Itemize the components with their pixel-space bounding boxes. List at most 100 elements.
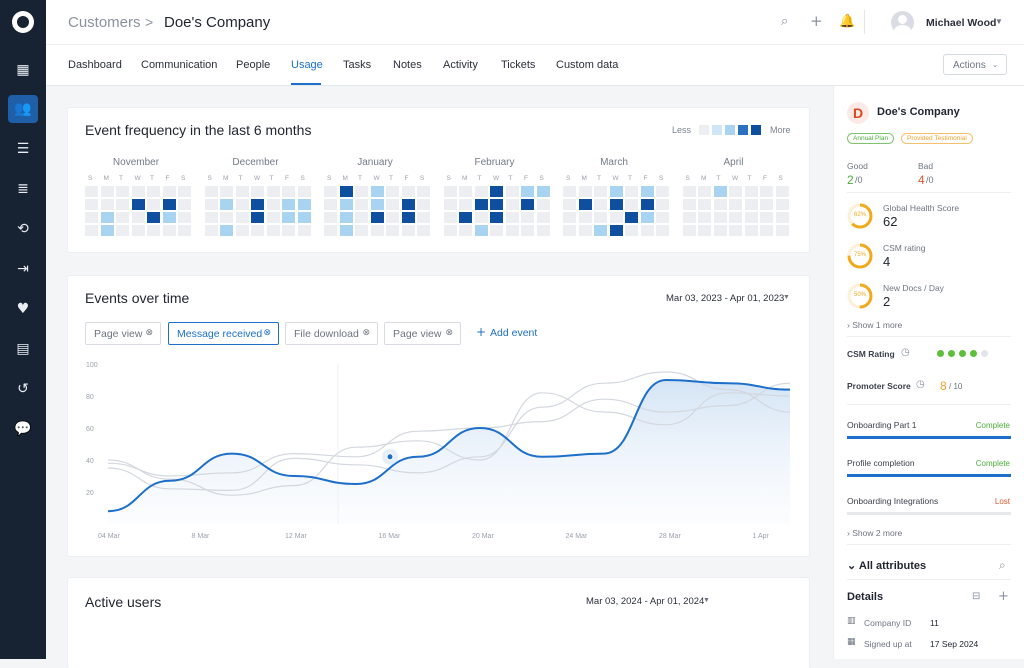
calendar-day[interactable] [578, 186, 592, 197]
calendar-day[interactable] [370, 186, 384, 197]
calendar-day[interactable] [282, 199, 295, 210]
date-range-picker[interactable]: Mar 03, 2023 - Apr 01, 2023 [666, 293, 785, 304]
calendar-day[interactable] [266, 186, 280, 197]
calendar-day[interactable] [640, 212, 654, 223]
calendar-day[interactable] [417, 186, 430, 197]
calendar-day[interactable] [505, 212, 519, 223]
calendar-day[interactable] [775, 186, 789, 197]
calendar-day[interactable] [386, 212, 399, 223]
calendar-day[interactable] [521, 186, 534, 197]
calendar-day[interactable] [282, 186, 295, 197]
calendar-day[interactable] [656, 225, 669, 236]
calendar-day[interactable] [578, 225, 592, 236]
calendar-day[interactable] [355, 225, 368, 236]
export-icon[interactable]: ⇥ [17, 261, 29, 277]
calendar-day[interactable] [656, 199, 669, 210]
tab-dashboard[interactable]: Dashboard [68, 59, 122, 71]
calendar-day[interactable] [386, 199, 399, 210]
calendar-day[interactable] [625, 212, 638, 223]
calendar-day[interactable] [505, 225, 519, 236]
calendar-day[interactable] [760, 186, 773, 197]
user-name[interactable]: Michael Wood [926, 17, 997, 29]
calendar-day[interactable] [116, 225, 129, 236]
hierarchy-icon[interactable]: ≣ [17, 181, 29, 197]
calendar-day[interactable] [370, 199, 384, 210]
dashboard-icon[interactable]: ▦ [16, 62, 30, 78]
calendar-day[interactable] [474, 212, 488, 223]
calendar-day[interactable] [401, 186, 415, 197]
calendar-day[interactable] [729, 212, 742, 223]
calendar-day[interactable] [713, 225, 727, 236]
tab-communication[interactable]: Communication [141, 59, 218, 71]
calendar-day[interactable] [729, 199, 742, 210]
calendar-day[interactable] [116, 199, 129, 210]
calendar-day[interactable] [370, 212, 384, 223]
calendar-day[interactable] [147, 225, 160, 236]
calendar-day[interactable] [339, 186, 353, 197]
calendar-day[interactable] [640, 186, 654, 197]
calendar-day[interactable] [220, 212, 233, 223]
calendar-day[interactable] [682, 212, 696, 223]
calendar-day[interactable] [578, 212, 592, 223]
calendar-day[interactable] [85, 186, 98, 197]
search-icon[interactable]: ⌕ [781, 14, 789, 29]
calendar-day[interactable] [698, 212, 711, 223]
user-menu-chevron-icon[interactable]: ▼ [995, 17, 1003, 26]
calendar-day[interactable] [324, 212, 337, 223]
show-more-progress[interactable]: › Show 2 more [847, 528, 903, 538]
calendar-day[interactable] [220, 199, 233, 210]
calendar-day[interactable] [162, 225, 176, 236]
calendar-day[interactable] [760, 225, 773, 236]
calendar-day[interactable] [116, 212, 129, 223]
calendar-day[interactable] [131, 199, 145, 210]
calendar-day[interactable] [698, 225, 711, 236]
calendar-day[interactable] [744, 186, 758, 197]
calendar-day[interactable] [490, 199, 503, 210]
calendar-day[interactable] [339, 199, 353, 210]
calendar-day[interactable] [609, 225, 623, 236]
calendar-day[interactable] [656, 212, 669, 223]
calendar-day[interactable] [85, 199, 98, 210]
calendar-day[interactable] [339, 225, 353, 236]
calendar-day[interactable] [251, 212, 264, 223]
calculator-icon[interactable]: ▤ [16, 341, 30, 357]
chip-file-download[interactable]: File download ⊗ [285, 322, 378, 345]
calendar-day[interactable] [744, 212, 758, 223]
info-icon[interactable]: ◷ [901, 347, 910, 358]
calendar-day[interactable] [505, 186, 519, 197]
calendar-day[interactable] [401, 199, 415, 210]
calendar-day[interactable] [251, 199, 264, 210]
calendar-day[interactable] [266, 212, 280, 223]
calendar-day[interactable] [297, 225, 311, 236]
calendar-day[interactable] [417, 212, 430, 223]
chip-page-view-2[interactable]: Page view ⊗ [384, 322, 461, 345]
calendar-day[interactable] [282, 212, 295, 223]
calendar-day[interactable] [490, 212, 503, 223]
calendar-day[interactable] [443, 186, 457, 197]
calendar-day[interactable] [682, 186, 696, 197]
calendar-day[interactable] [324, 199, 337, 210]
calendar-day[interactable] [131, 212, 145, 223]
archive-icon[interactable]: ⊟ [972, 591, 981, 602]
calendar-day[interactable] [147, 199, 160, 210]
show-more-metrics[interactable]: › Show 1 more [847, 320, 903, 330]
calendar-day[interactable] [459, 186, 472, 197]
calendar-day[interactable] [204, 212, 218, 223]
calendar-day[interactable] [178, 186, 191, 197]
chat-icon[interactable]: 💬 [14, 421, 32, 437]
calendar-day[interactable] [370, 225, 384, 236]
calendar-day[interactable] [474, 186, 488, 197]
remove-chip-icon[interactable]: ⊗ [145, 328, 153, 338]
calendar-day[interactable] [563, 212, 576, 223]
calendar-day[interactable] [459, 212, 472, 223]
calendar-day[interactable] [417, 199, 430, 210]
calendar-day[interactable] [131, 225, 145, 236]
calendar-day[interactable] [162, 212, 176, 223]
calendar-day[interactable] [147, 212, 160, 223]
calendar-day[interactable] [282, 225, 295, 236]
calendar-day[interactable] [760, 212, 773, 223]
active-users-date-range[interactable]: Mar 03, 2024 - Apr 01, 2024 [586, 596, 705, 607]
calendar-day[interactable] [698, 186, 711, 197]
calendar-day[interactable] [536, 199, 550, 210]
calendar-day[interactable] [640, 225, 654, 236]
